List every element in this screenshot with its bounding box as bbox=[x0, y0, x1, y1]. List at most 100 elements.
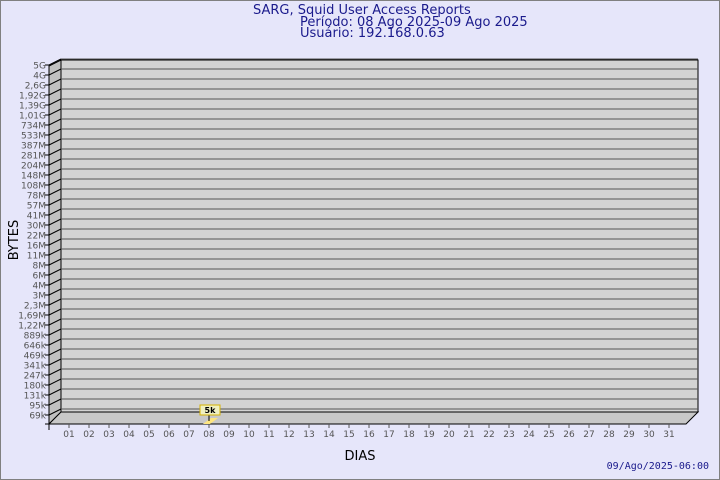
gridline-side bbox=[48, 368, 62, 376]
y-tick-label: 131k bbox=[24, 392, 47, 402]
gridline-side bbox=[48, 68, 62, 76]
gridline-side bbox=[48, 218, 62, 226]
gridline-side bbox=[48, 318, 62, 326]
y-tick-label: 41M bbox=[27, 212, 46, 222]
y-tick-label: 3M bbox=[33, 292, 47, 302]
gridline-side bbox=[48, 308, 62, 316]
y-tick-label: 30M bbox=[27, 222, 46, 232]
y-tick-label: 1,92G bbox=[19, 92, 46, 102]
x-tick-label: 13 bbox=[303, 430, 314, 440]
x-tick-label: 20 bbox=[443, 430, 455, 440]
gridline-side bbox=[48, 148, 62, 156]
y-tick-label: 8M bbox=[33, 262, 47, 272]
y-tick-label: 1,01G bbox=[19, 112, 46, 122]
x-tick-label: 28 bbox=[603, 430, 615, 440]
gridline-side bbox=[48, 258, 62, 266]
y-tick-label: 247k bbox=[24, 372, 47, 382]
y-tick-label: 11M bbox=[27, 252, 46, 262]
gridline-side bbox=[48, 58, 62, 66]
x-tick-label: 18 bbox=[403, 430, 415, 440]
gridline-side bbox=[48, 128, 62, 136]
x-tick-label: 09 bbox=[223, 430, 235, 440]
y-tick-label: 341k bbox=[24, 362, 47, 372]
x-tick-label: 06 bbox=[163, 430, 175, 440]
y-tick-label: 57M bbox=[27, 202, 46, 212]
gridline-side bbox=[48, 288, 62, 296]
y-tick-label: 22M bbox=[27, 232, 46, 242]
gridline-side bbox=[48, 358, 62, 366]
gridline-side bbox=[48, 228, 62, 236]
gridline-side bbox=[48, 238, 62, 246]
y-tick-label: 4M bbox=[33, 282, 47, 292]
x-tick-label: 02 bbox=[83, 430, 94, 440]
x-tick-label: 17 bbox=[383, 430, 394, 440]
x-tick-label: 11 bbox=[263, 430, 274, 440]
x-tick-label: 25 bbox=[543, 430, 554, 440]
generated-date: 09/Ago/2025-06:00 bbox=[606, 461, 709, 472]
y-tick-label: 204M bbox=[21, 162, 46, 172]
gridline-side bbox=[48, 248, 62, 256]
y-axis-label: BYTES bbox=[7, 220, 22, 261]
y-tick-label: 148M bbox=[21, 172, 46, 182]
gridline-side bbox=[48, 188, 62, 196]
gridline-side bbox=[48, 338, 62, 346]
x-tick-label: 04 bbox=[123, 430, 135, 440]
gridline-side bbox=[48, 268, 62, 276]
x-tick-label: 07 bbox=[183, 430, 194, 440]
x-tick-label: 12 bbox=[283, 430, 294, 440]
gridline-side bbox=[48, 378, 62, 386]
y-tick-label: 6M bbox=[33, 272, 47, 282]
floor bbox=[47, 411, 700, 425]
x-tick-label: 19 bbox=[423, 430, 435, 440]
y-tick-label: 2,6G bbox=[25, 82, 46, 92]
gridline-side bbox=[48, 178, 62, 186]
gridline-side bbox=[48, 408, 62, 416]
gridline-side bbox=[48, 398, 62, 406]
x-tick-label: 23 bbox=[503, 430, 514, 440]
x-tick-label: 16 bbox=[363, 430, 375, 440]
bar-day-08 bbox=[203, 418, 218, 424]
x-tick-label: 01 bbox=[63, 430, 74, 440]
y-tick-label: 78M bbox=[27, 192, 46, 202]
gridline-side bbox=[48, 198, 62, 206]
y-tick-label: 387M bbox=[21, 142, 46, 152]
x-tick-label: 26 bbox=[563, 430, 575, 440]
report-user: Usuário: 192.168.0.63 bbox=[300, 26, 445, 41]
y-tick-label: 1,22M bbox=[18, 322, 46, 332]
x-tick-label: 24 bbox=[523, 430, 535, 440]
report-title: SARG, Squid User Access Reports bbox=[253, 3, 471, 18]
gridline-side bbox=[48, 118, 62, 126]
y-tick-label: 2,3M bbox=[24, 302, 46, 312]
gridline-side bbox=[48, 108, 62, 116]
gridline-side bbox=[48, 348, 62, 356]
x-tick-label: 05 bbox=[143, 430, 154, 440]
y-tick-label: 95k bbox=[29, 402, 46, 412]
x-tick-label: 21 bbox=[463, 430, 474, 440]
y-tick-label: 4G bbox=[33, 72, 46, 82]
gridline-side bbox=[48, 278, 62, 286]
gridline-side bbox=[48, 388, 62, 396]
y-tick-label: 108M bbox=[21, 182, 46, 192]
x-tick-label: 29 bbox=[623, 430, 635, 440]
y-tick-label: 5G bbox=[33, 62, 46, 72]
gridline-side bbox=[48, 138, 62, 146]
gridline-side bbox=[48, 328, 62, 336]
x-tick-label: 31 bbox=[663, 430, 674, 440]
gridline-side bbox=[48, 88, 62, 96]
y-tick-label: 646k bbox=[24, 342, 47, 352]
y-tick-label: 281M bbox=[21, 152, 46, 162]
data-label: 5k bbox=[205, 406, 217, 415]
x-tick-label: 10 bbox=[243, 430, 255, 440]
y-tick-label: 1,69M bbox=[18, 312, 46, 322]
y-tick-label: 469k bbox=[24, 352, 47, 362]
gridline-side bbox=[48, 78, 62, 86]
y-tick-label: 16M bbox=[27, 242, 46, 252]
x-tick-label: 22 bbox=[483, 430, 494, 440]
y-tick-label: 180k bbox=[24, 382, 47, 392]
y-tick-label: 734M bbox=[21, 122, 46, 132]
x-tick-label: 15 bbox=[343, 430, 354, 440]
y-tick-label: 533M bbox=[21, 132, 46, 142]
gridline-side bbox=[48, 298, 62, 306]
x-tick-label: 27 bbox=[583, 430, 594, 440]
